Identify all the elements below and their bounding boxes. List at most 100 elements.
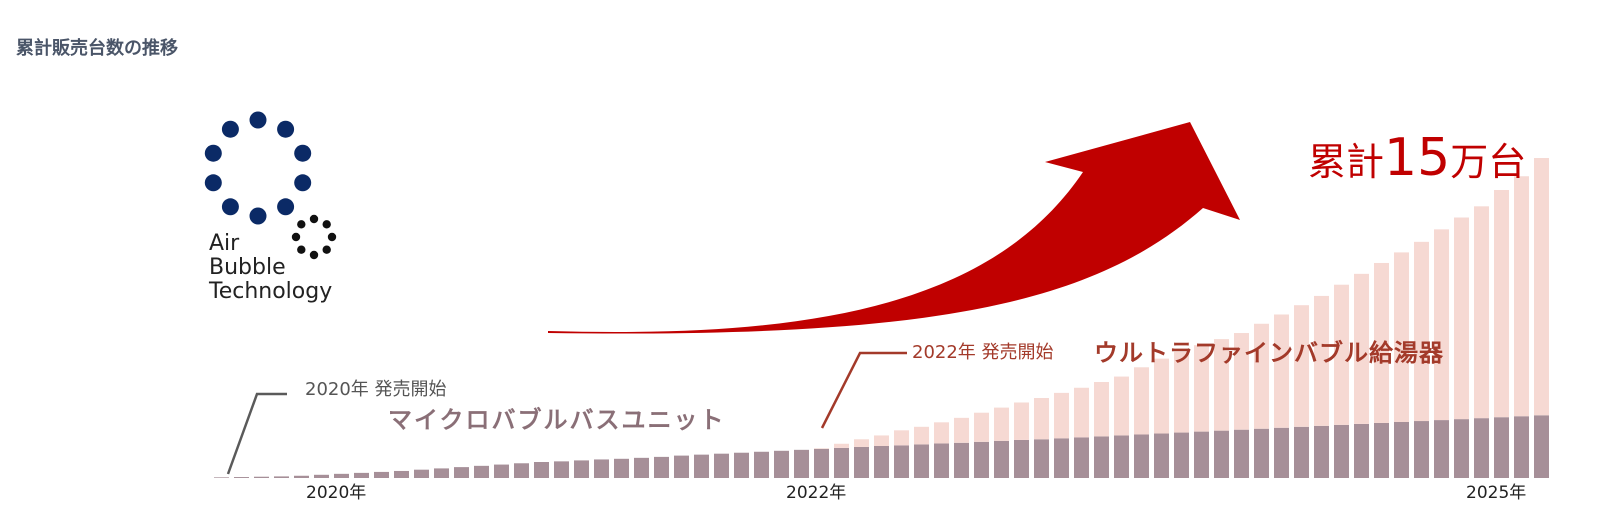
bar-series1 [1194, 431, 1209, 478]
bar-series1 [614, 458, 629, 478]
bar-series1 [1034, 439, 1049, 478]
logo-line-3: Technology [209, 279, 333, 304]
bar-series2 [1314, 295, 1329, 426]
bar-series1 [734, 452, 749, 478]
bar-series2 [1154, 358, 1169, 434]
bar-series1 [334, 473, 349, 478]
bar-series1 [1454, 419, 1469, 478]
logo-dot [221, 198, 239, 216]
cumulative-headline: 累計15万台 [1308, 128, 1526, 188]
bar-series1 [994, 440, 1009, 478]
product-ultrafinebubble-label: ウルトラファインバブル給湯器 [1094, 339, 1444, 367]
bar-series1 [1014, 439, 1029, 478]
bar-series2 [914, 426, 929, 445]
bar-series1 [1494, 417, 1509, 478]
bar-series2 [1474, 206, 1489, 419]
logo-line-1: Air [209, 231, 240, 256]
bar-series1 [494, 464, 509, 478]
logo-text: Air Bubble Technology [209, 232, 332, 304]
headline-number: 15 [1384, 128, 1451, 188]
bar-series2 [1434, 229, 1449, 421]
bar-series1 [254, 476, 269, 478]
bar-series2 [1454, 217, 1469, 420]
bar-series1 [954, 442, 969, 478]
bar-series1 [534, 462, 549, 478]
logo-dots-icon [204, 111, 312, 225]
bar-series1 [314, 474, 329, 478]
bar-series2 [1234, 333, 1249, 430]
bar-series1 [774, 450, 789, 478]
bar-series2 [1354, 273, 1369, 424]
logo-dot [221, 120, 239, 138]
bar-series2 [1514, 176, 1529, 417]
bar-series2 [1034, 398, 1049, 440]
bar-series2 [1114, 376, 1129, 436]
bar-series1 [754, 451, 769, 478]
bar-series1 [514, 463, 529, 478]
logo-dot [249, 111, 267, 129]
bar-series1 [1214, 430, 1229, 478]
bar-series2 [1394, 252, 1409, 422]
bar-series2 [814, 448, 829, 449]
bar-series1 [1354, 423, 1369, 478]
bar-series2 [1174, 351, 1189, 433]
x-tick-label: 2020年 [306, 483, 367, 503]
logo-small-dot [309, 250, 319, 260]
bar-series1 [814, 448, 829, 478]
x-tick-label: 2022年 [786, 483, 847, 503]
bar-series1 [1154, 433, 1169, 478]
bar-series2 [1054, 392, 1069, 439]
bar-series1 [1134, 434, 1149, 478]
bar-series1 [674, 455, 689, 478]
bar-series1 [1094, 436, 1109, 478]
bar-series1 [1234, 429, 1249, 478]
bar-series2 [1414, 241, 1429, 422]
bar-series1 [234, 477, 249, 478]
logo-dot [249, 207, 267, 225]
bar-series1 [1374, 422, 1389, 478]
bar-series1 [914, 444, 929, 478]
bar-series1 [1314, 425, 1329, 478]
bar-series1 [1434, 420, 1449, 478]
bar-series1 [1254, 428, 1269, 478]
bar-series2 [1534, 158, 1549, 416]
bar-series1 [574, 460, 589, 478]
logo-small-dot [322, 220, 331, 229]
bar-series1 [1334, 424, 1349, 478]
bar-series2 [854, 439, 869, 447]
bar-series1 [454, 467, 469, 478]
bar-series2 [1494, 190, 1509, 418]
launch-2020-label: 2020年 発売開始 [305, 379, 447, 400]
logo-small-dot [291, 232, 301, 242]
growth-arrow-icon [548, 122, 1240, 334]
bar-series1 [854, 446, 869, 478]
headline-prefix: 累計 [1308, 140, 1385, 184]
logo-small-dot [297, 245, 306, 254]
bar-series1 [1534, 415, 1549, 478]
bar-series1 [554, 461, 569, 478]
bar-series1 [374, 471, 389, 478]
bar-series1 [654, 456, 669, 478]
bar-series1 [1394, 422, 1409, 478]
logo-small-dots-icon [291, 214, 337, 260]
bar-series1 [1514, 416, 1529, 478]
bar-series1 [594, 459, 609, 478]
bar-series2 [1274, 314, 1289, 428]
bar-series1 [1054, 438, 1069, 478]
bar-series1 [694, 454, 709, 478]
bar-series2 [954, 417, 969, 443]
bar-series1 [874, 446, 889, 478]
launch-2022-label: 2022年 発売開始 [912, 342, 1054, 363]
bar-series2 [1074, 387, 1089, 438]
bar-series2 [1334, 284, 1349, 425]
bar-series1 [1294, 426, 1309, 478]
bar-series2 [1254, 323, 1269, 429]
logo-dot [277, 198, 295, 216]
logo-small-dot [297, 220, 306, 229]
bar-series2 [1294, 305, 1309, 427]
bar-series2 [974, 412, 989, 442]
bar-series1 [414, 469, 429, 478]
bar-series2 [874, 435, 889, 446]
bar-series1 [794, 449, 809, 478]
logo-small-dot [327, 232, 337, 242]
